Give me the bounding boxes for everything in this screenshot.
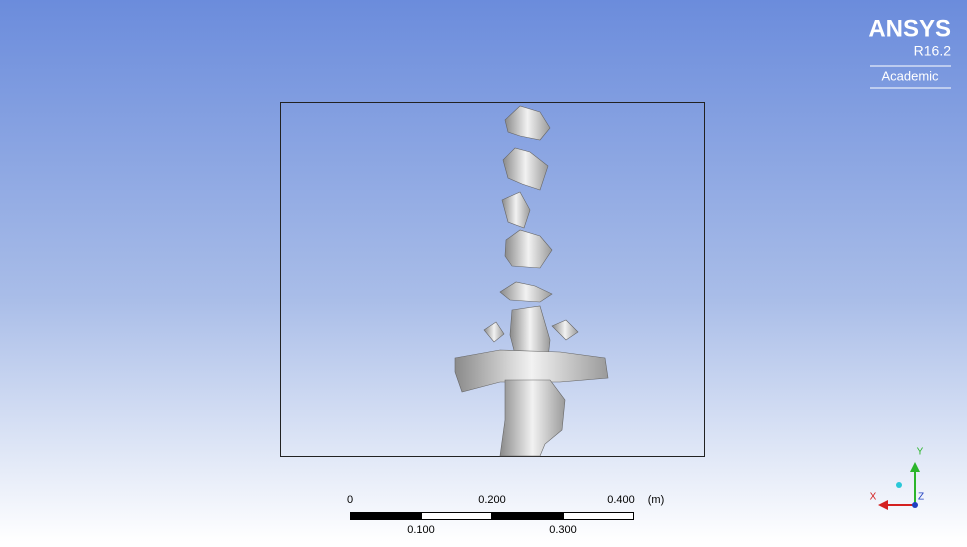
x-label: X: [870, 492, 877, 503]
scale-label: 0.200: [478, 494, 506, 506]
view-dot: [896, 482, 902, 488]
scale-label: 0.400: [607, 494, 635, 506]
z-label: Z: [918, 492, 924, 503]
version: R16.2: [914, 43, 952, 59]
z-axis-dot: [912, 502, 918, 508]
scale-label: 0.100: [407, 524, 435, 536]
edition: Academic: [881, 68, 939, 83]
background: [0, 0, 967, 542]
viewport: ANSYS R16.2 Academic 0 0.200 0.400 (m) 0…: [0, 0, 967, 542]
scale-label: 0: [347, 494, 353, 506]
scale-label: 0.300: [549, 524, 577, 536]
scale-segment: [422, 513, 492, 520]
scale-segment: [350, 512, 421, 520]
scale-unit: (m): [648, 494, 665, 506]
scale-segment: [564, 513, 634, 520]
brand: ANSYS: [868, 15, 951, 42]
y-label: Y: [917, 447, 924, 458]
scale-segment: [492, 512, 563, 520]
